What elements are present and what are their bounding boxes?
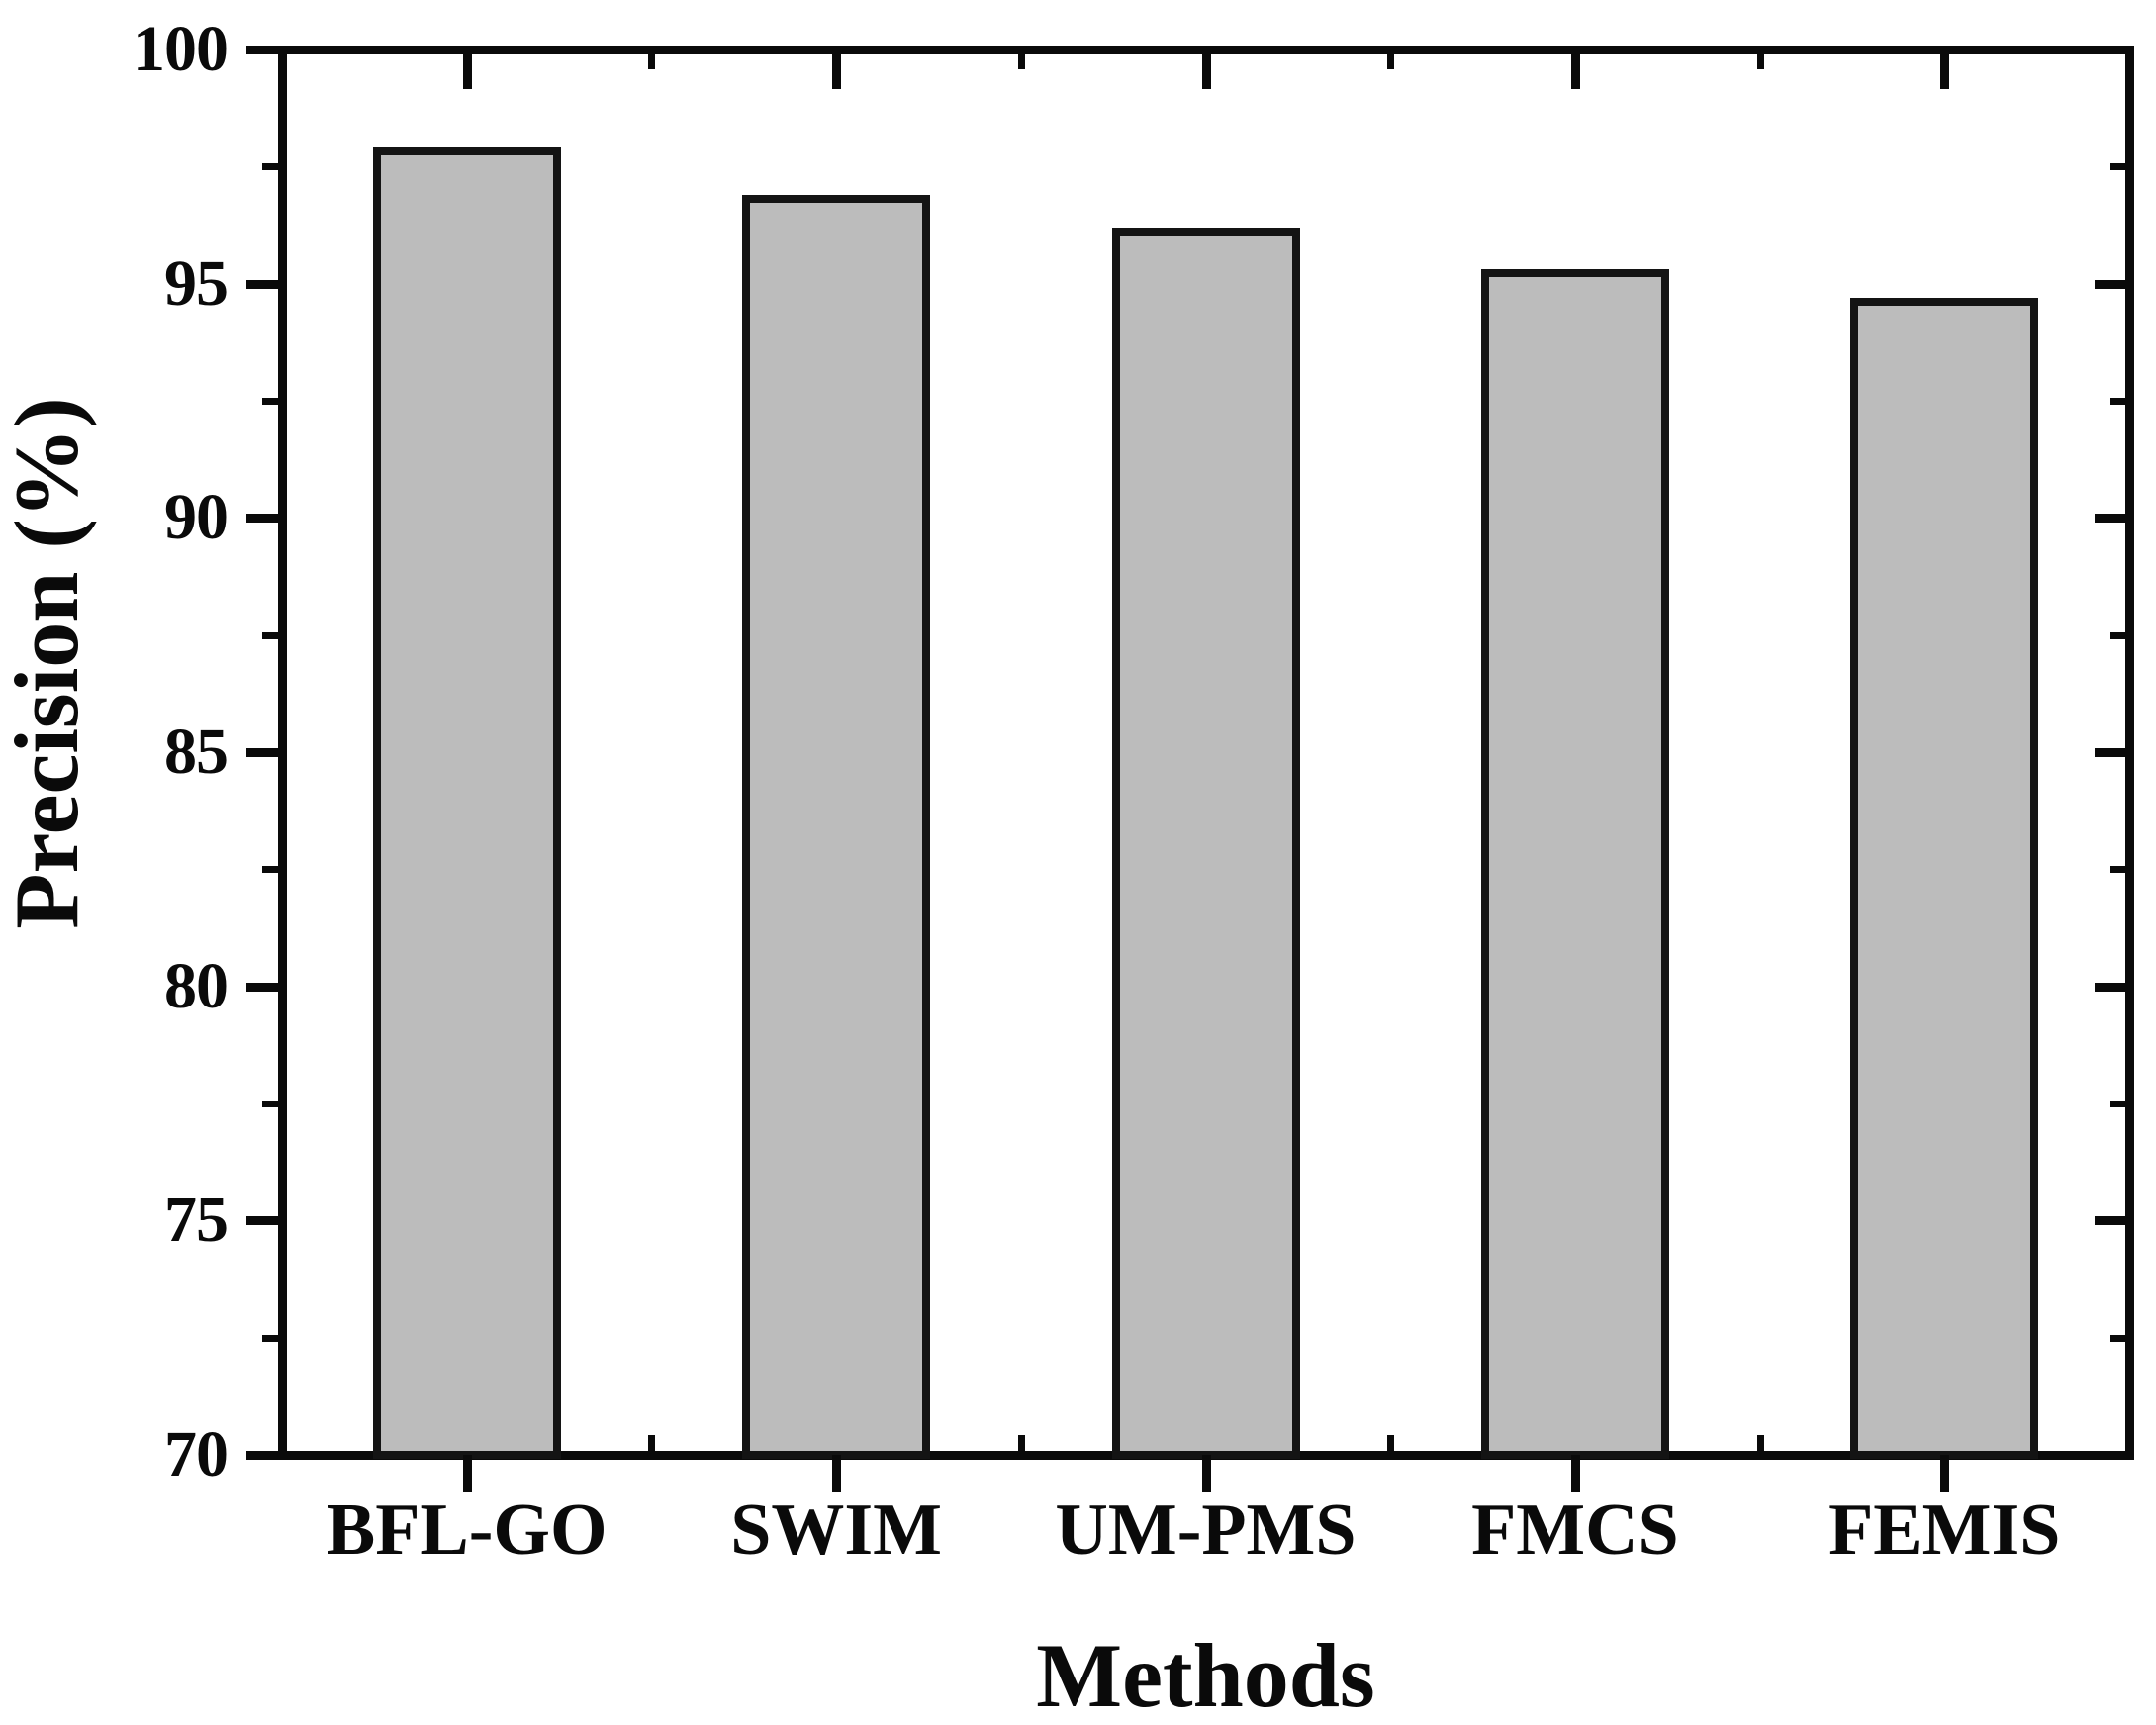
y-major-tick-left [246, 514, 282, 524]
y-tick-label: 95 [164, 246, 229, 320]
x-major-tick-bottom [1201, 1455, 1211, 1492]
y-major-tick-right [2095, 982, 2129, 992]
x-minor-tick-bottom [648, 1435, 656, 1455]
x-category-label-bfl-go: BFL-GO [326, 1489, 608, 1571]
x-minor-tick-top [1387, 49, 1395, 69]
x-minor-tick-bottom [1756, 1435, 1764, 1455]
bar-bfl-go [372, 147, 561, 1459]
x-major-tick-top [1570, 49, 1580, 89]
x-category-label-femis: FEMIS [1828, 1489, 2061, 1571]
y-minor-tick-left [262, 631, 282, 639]
y-major-tick-right [2095, 1216, 2129, 1226]
x-major-tick-bottom [1940, 1455, 1950, 1492]
y-major-tick-left [246, 46, 282, 54]
x-major-tick-top [462, 49, 472, 89]
y-minor-tick-right [2110, 1334, 2129, 1342]
y-minor-tick-left [262, 398, 282, 405]
y-major-tick-left [246, 1451, 282, 1460]
y-tick-label: 100 [133, 13, 229, 85]
y-axis-title: Precision (%) [0, 397, 97, 929]
y-tick-label: 85 [164, 716, 229, 788]
x-minor-tick-top [648, 49, 656, 69]
x-major-tick-bottom [832, 1455, 842, 1492]
y-tick-label: 80 [164, 949, 229, 1022]
y-major-tick-left [246, 279, 282, 289]
y-tick-label: 75 [164, 1184, 229, 1257]
y-minor-tick-left [262, 1101, 282, 1107]
y-major-tick-left [246, 982, 282, 992]
x-major-tick-top [1201, 49, 1211, 89]
bar-fmcs [1480, 269, 1669, 1459]
x-minor-tick-bottom [1017, 1435, 1025, 1455]
y-minor-tick-right [2110, 398, 2129, 405]
x-minor-tick-top [1017, 49, 1025, 69]
y-major-tick-left [246, 1216, 282, 1226]
x-major-tick-bottom [462, 1455, 472, 1492]
y-major-tick-right [2095, 748, 2129, 757]
y-minor-tick-left [262, 163, 282, 171]
y-minor-tick-right [2110, 631, 2129, 639]
y-minor-tick-left [262, 866, 282, 874]
bar-femis [1850, 297, 2039, 1459]
y-major-tick-right [2095, 46, 2129, 54]
y-major-tick-right [2095, 1451, 2129, 1460]
y-minor-tick-right [2110, 163, 2129, 171]
x-category-label-fmcs: FMCS [1471, 1489, 1679, 1571]
x-major-tick-top [832, 49, 842, 89]
y-tick-label: 70 [164, 1418, 229, 1490]
x-axis-title: Methods [1036, 1625, 1375, 1725]
y-minor-tick-right [2110, 1101, 2129, 1107]
x-minor-tick-bottom [1387, 1435, 1395, 1455]
bar-um-pms [1111, 227, 1300, 1459]
x-category-label-swim: SWIM [730, 1489, 942, 1571]
y-minor-tick-left [262, 1334, 282, 1342]
bar-swim [742, 194, 931, 1459]
y-major-tick-left [246, 748, 282, 757]
y-major-tick-right [2095, 279, 2129, 289]
x-major-tick-bottom [1570, 1455, 1580, 1492]
y-tick-label: 90 [164, 481, 229, 554]
x-major-tick-top [1940, 49, 1950, 89]
y-major-tick-right [2095, 514, 2129, 524]
x-category-label-um-pms: UM-PMS [1055, 1489, 1357, 1571]
y-minor-tick-right [2110, 866, 2129, 874]
x-minor-tick-top [1756, 49, 1764, 69]
